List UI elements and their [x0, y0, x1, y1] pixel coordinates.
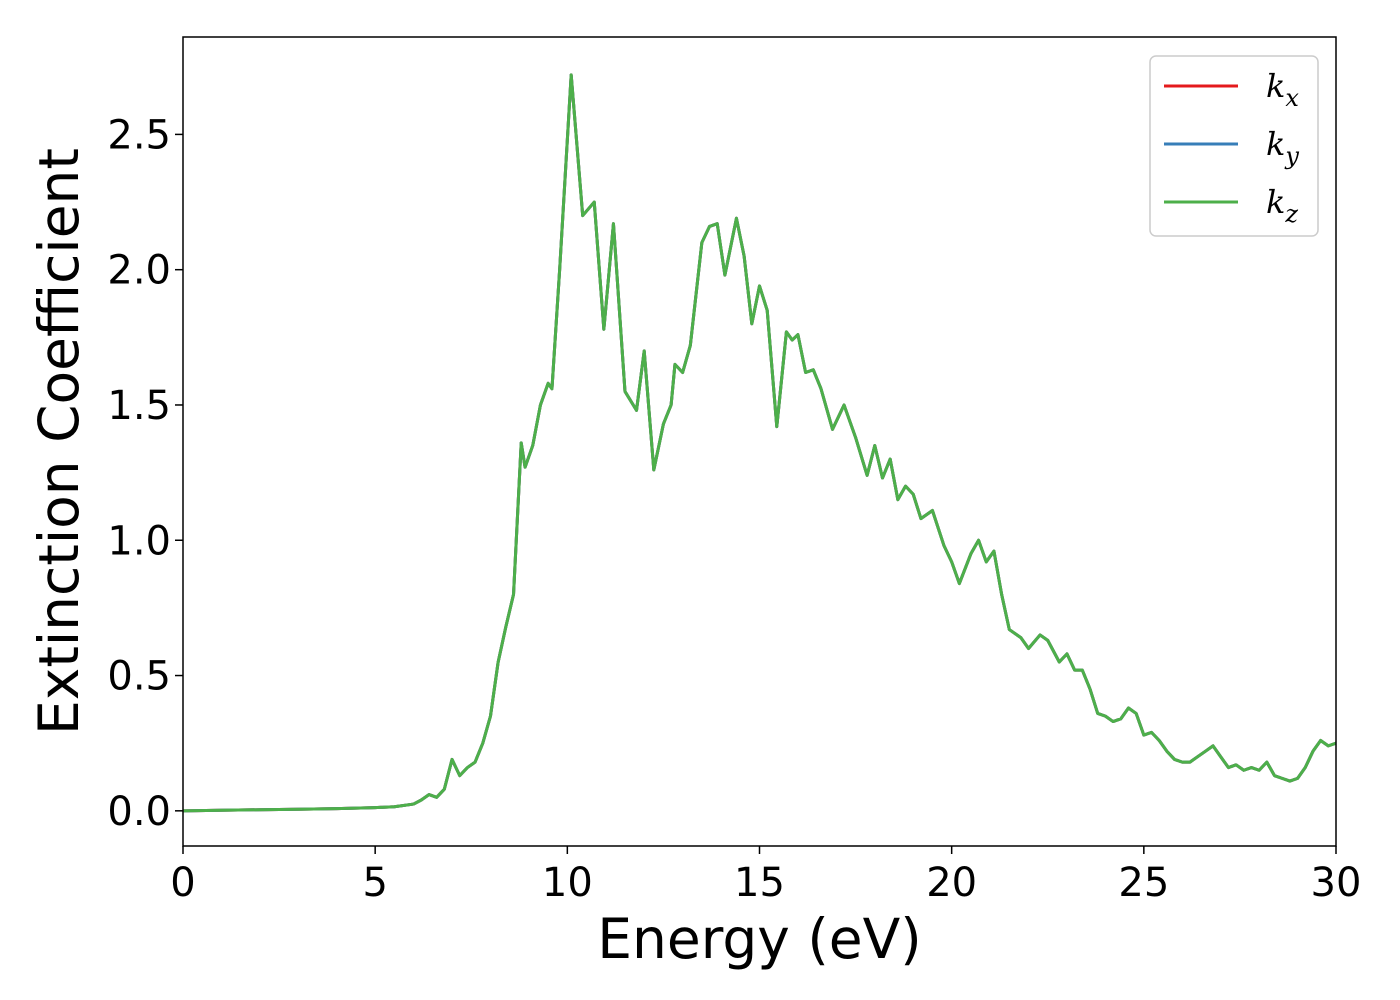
x-tick-label: 0	[170, 860, 195, 906]
x-axis-ticks: 0 5 10 15 20 25 30	[170, 846, 1361, 906]
legend-label: ky	[1266, 125, 1299, 170]
y-axis-title: Extinction Coefficient	[27, 148, 91, 735]
x-axis-title: Energy (eV)	[597, 907, 921, 971]
x-tick-label: 10	[542, 860, 593, 906]
x-tick-label: 30	[1311, 860, 1362, 906]
y-tick-label: 1.5	[107, 383, 171, 429]
y-tick-label: 0.0	[107, 789, 171, 835]
y-tick-label: 2.0	[107, 248, 171, 294]
y-axis-ticks: 0.0 0.5 1.0 1.5 2.0 2.5	[107, 112, 183, 835]
legend-box	[1149, 55, 1319, 237]
x-tick-label: 5	[362, 860, 387, 906]
legend-entry-kx: kx	[1164, 67, 1299, 112]
y-tick-label: 2.5	[107, 112, 171, 158]
plot-layer	[183, 73, 1336, 813]
legend-entry-kz: kz	[1164, 183, 1298, 228]
y-tick-label: 1.0	[107, 518, 171, 564]
legend-label: kx	[1266, 67, 1299, 112]
y-tick-label: 0.5	[107, 654, 171, 700]
x-tick-label: 20	[926, 860, 977, 906]
x-tick-label: 15	[734, 860, 785, 906]
legend-entry-ky: ky	[1164, 125, 1299, 170]
series-line-kz	[183, 73, 1336, 813]
legend-label: kz	[1266, 183, 1298, 228]
legend: kx ky kz	[1149, 55, 1319, 237]
x-tick-label: 25	[1118, 860, 1169, 906]
